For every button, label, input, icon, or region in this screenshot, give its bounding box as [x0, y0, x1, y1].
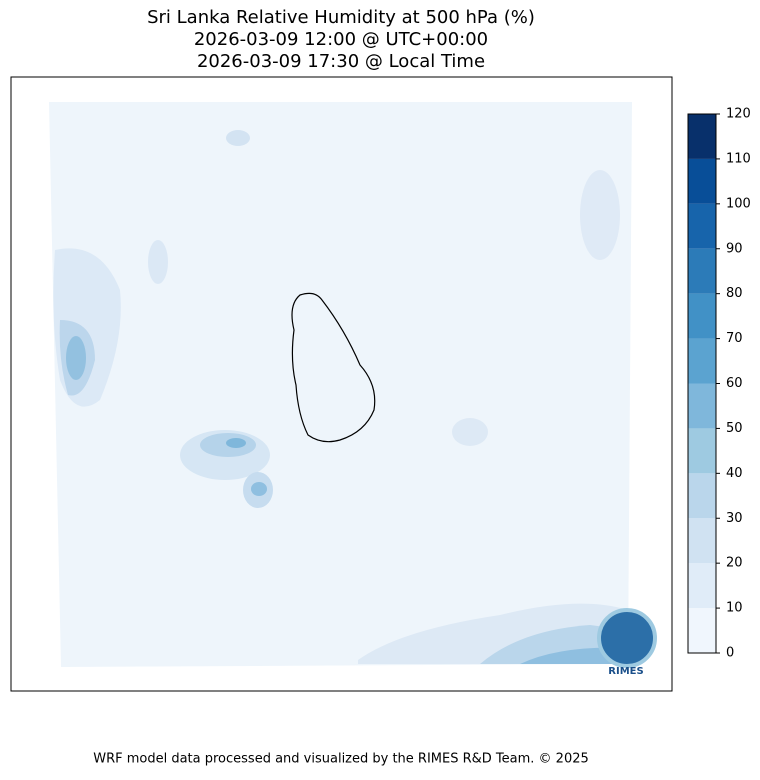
contour — [66, 336, 86, 380]
tick-label: 30 — [726, 511, 743, 526]
colorbar-band — [688, 293, 716, 339]
coastline — [291, 292, 376, 443]
contour — [251, 482, 267, 496]
contour — [226, 438, 246, 448]
logo-text: RIMES — [608, 666, 643, 677]
tick-label: 110 — [726, 151, 751, 166]
contour — [452, 418, 488, 446]
colorbar-band — [688, 473, 716, 519]
tick-label: 70 — [726, 331, 743, 346]
contour — [226, 130, 250, 146]
colorbar: 0 10 20 30 40 50 60 70 80 90 100 110 120 — [687, 107, 751, 661]
colorbar-band — [688, 114, 716, 159]
colorbar-band — [688, 203, 716, 249]
tick-label: 100 — [726, 196, 751, 211]
tick-label: 0 — [726, 646, 734, 661]
logo-emblem — [597, 608, 657, 668]
contour — [580, 170, 620, 260]
tick-label: 50 — [726, 421, 743, 436]
colorbar-band — [688, 158, 716, 204]
tick-label: 90 — [726, 241, 743, 256]
footer: WRF model data processed and visualized … — [93, 752, 589, 767]
title-line: 2026-03-09 12:00 @ UTC+00:00 — [194, 29, 488, 50]
colorbar-band — [688, 248, 716, 294]
colorbar-band — [688, 383, 716, 429]
tick-label: 80 — [726, 286, 743, 301]
contour — [148, 240, 168, 284]
colorbar-band — [688, 608, 716, 653]
tick-label: 40 — [726, 466, 743, 481]
tick-label: 120 — [726, 107, 751, 122]
colorbar-band — [688, 428, 716, 474]
colorbar-band — [688, 338, 716, 384]
title-line: Sri Lanka Relative Humidity at 500 hPa (… — [147, 7, 535, 28]
tick-label: 60 — [726, 376, 743, 391]
title-line: 2026-03-09 17:30 @ Local Time — [197, 51, 485, 72]
colorbar-band — [688, 563, 716, 609]
map: RIMES — [10, 76, 673, 692]
field — [49, 102, 632, 667]
tick-label: 10 — [726, 601, 743, 616]
tick-label: 20 — [726, 556, 743, 571]
colorbar-band — [688, 518, 716, 564]
